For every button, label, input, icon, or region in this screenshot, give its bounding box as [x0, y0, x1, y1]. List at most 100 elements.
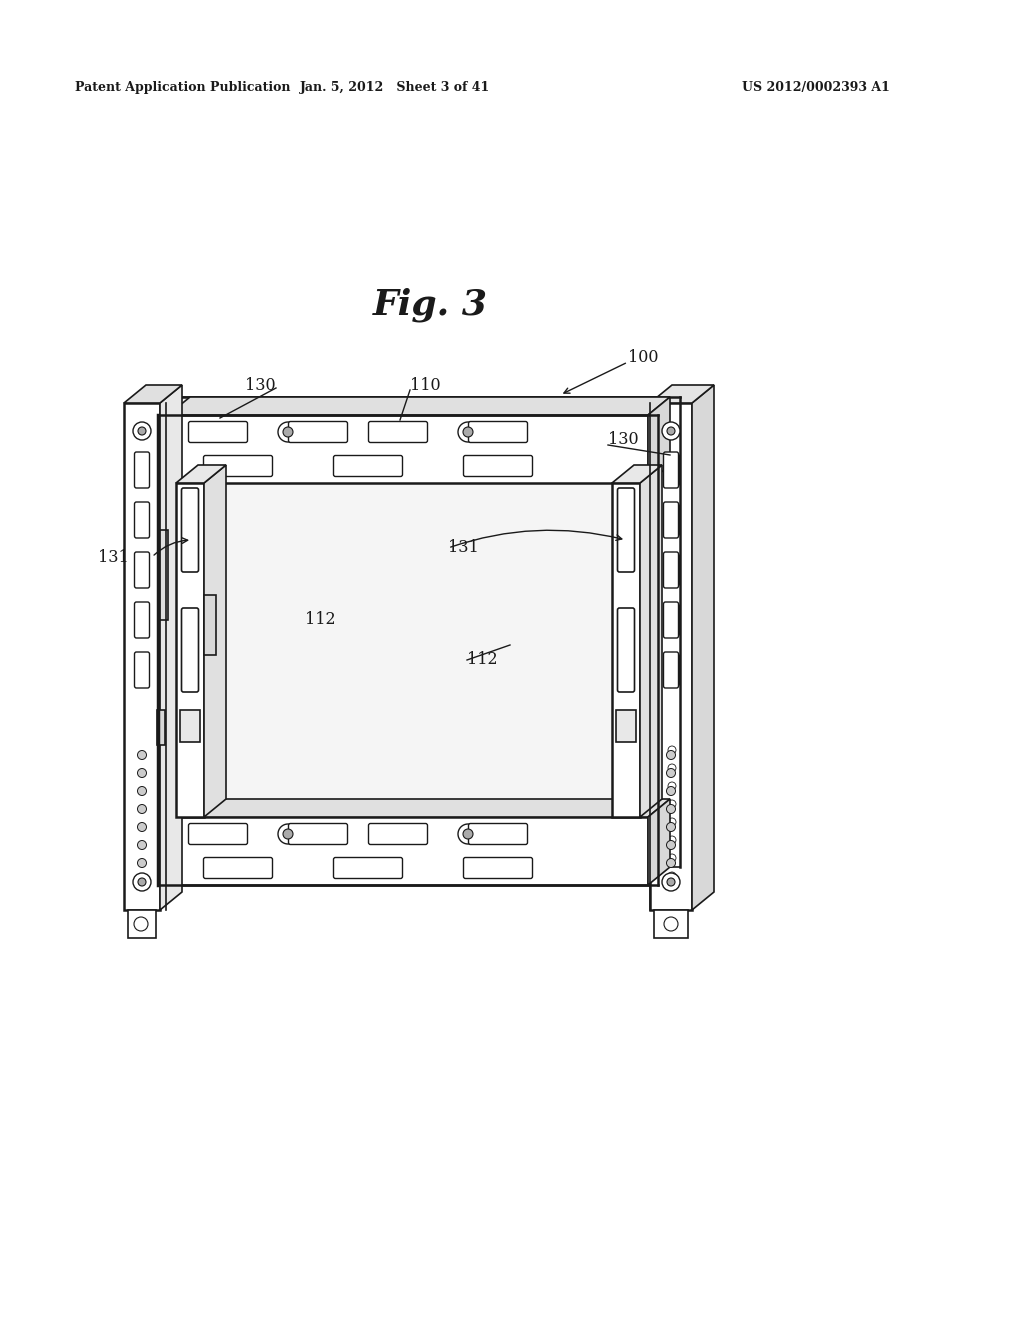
FancyBboxPatch shape [469, 824, 527, 845]
Polygon shape [650, 403, 692, 909]
FancyBboxPatch shape [334, 858, 402, 879]
FancyBboxPatch shape [469, 421, 527, 442]
Polygon shape [653, 710, 662, 744]
Circle shape [458, 422, 478, 442]
Polygon shape [204, 595, 216, 655]
Circle shape [138, 426, 146, 436]
FancyBboxPatch shape [134, 552, 150, 587]
Polygon shape [640, 465, 662, 817]
Circle shape [667, 768, 676, 777]
FancyBboxPatch shape [665, 554, 680, 586]
FancyBboxPatch shape [204, 455, 272, 477]
FancyBboxPatch shape [289, 421, 347, 442]
Polygon shape [648, 397, 670, 483]
Circle shape [283, 426, 293, 437]
Circle shape [133, 873, 151, 891]
Circle shape [137, 841, 146, 850]
Circle shape [138, 878, 146, 886]
Polygon shape [204, 465, 226, 817]
Circle shape [278, 422, 298, 442]
FancyBboxPatch shape [464, 858, 532, 879]
Text: Fig. 3: Fig. 3 [373, 288, 487, 322]
Circle shape [667, 878, 675, 886]
FancyBboxPatch shape [204, 858, 272, 879]
Circle shape [667, 804, 676, 813]
Text: 130: 130 [246, 376, 276, 393]
Circle shape [463, 426, 473, 437]
Circle shape [668, 800, 676, 808]
Polygon shape [692, 385, 714, 909]
Polygon shape [160, 531, 168, 620]
Polygon shape [180, 710, 200, 742]
Polygon shape [128, 909, 156, 939]
Circle shape [668, 873, 676, 880]
Circle shape [662, 422, 680, 440]
FancyBboxPatch shape [369, 824, 427, 845]
Circle shape [668, 818, 676, 826]
Polygon shape [648, 799, 670, 884]
Polygon shape [157, 710, 165, 744]
Text: US 2012/0002393 A1: US 2012/0002393 A1 [742, 82, 890, 95]
Circle shape [137, 787, 146, 796]
Circle shape [137, 822, 146, 832]
Text: 130: 130 [608, 432, 639, 449]
Circle shape [667, 426, 675, 436]
Text: Jan. 5, 2012   Sheet 3 of 41: Jan. 5, 2012 Sheet 3 of 41 [300, 82, 490, 95]
FancyBboxPatch shape [134, 652, 150, 688]
Circle shape [134, 917, 148, 931]
Circle shape [667, 787, 676, 796]
FancyBboxPatch shape [665, 454, 680, 486]
Circle shape [137, 858, 146, 867]
Polygon shape [612, 465, 662, 483]
Text: Patent Application Publication: Patent Application Publication [75, 82, 291, 95]
FancyBboxPatch shape [665, 653, 680, 686]
Polygon shape [616, 710, 636, 742]
Polygon shape [612, 483, 640, 817]
FancyBboxPatch shape [188, 824, 248, 845]
Text: 131: 131 [98, 549, 129, 565]
FancyBboxPatch shape [617, 609, 635, 692]
FancyBboxPatch shape [664, 652, 679, 688]
Circle shape [668, 854, 676, 862]
FancyBboxPatch shape [181, 609, 199, 692]
Polygon shape [168, 817, 648, 884]
Circle shape [667, 841, 676, 850]
FancyBboxPatch shape [134, 451, 150, 488]
Circle shape [668, 764, 676, 772]
Circle shape [133, 422, 151, 440]
Text: 131: 131 [449, 540, 479, 557]
Circle shape [667, 822, 676, 832]
Circle shape [668, 781, 676, 789]
Circle shape [278, 824, 298, 843]
FancyBboxPatch shape [334, 455, 402, 477]
Text: 112: 112 [305, 611, 336, 628]
FancyBboxPatch shape [369, 421, 427, 442]
Polygon shape [168, 414, 648, 483]
FancyBboxPatch shape [134, 502, 150, 539]
Circle shape [283, 829, 293, 840]
Text: 100: 100 [628, 348, 658, 366]
Circle shape [667, 858, 676, 867]
Polygon shape [168, 799, 670, 817]
FancyBboxPatch shape [664, 552, 679, 587]
Circle shape [137, 804, 146, 813]
FancyBboxPatch shape [664, 451, 679, 488]
Circle shape [668, 746, 676, 754]
FancyBboxPatch shape [664, 502, 679, 539]
Text: 112: 112 [467, 652, 498, 668]
FancyBboxPatch shape [188, 421, 248, 442]
Circle shape [668, 836, 676, 843]
FancyBboxPatch shape [134, 602, 150, 638]
Polygon shape [176, 483, 204, 817]
Circle shape [667, 751, 676, 759]
Polygon shape [180, 397, 680, 867]
FancyBboxPatch shape [617, 488, 635, 572]
Circle shape [662, 873, 680, 891]
FancyBboxPatch shape [664, 602, 679, 638]
Polygon shape [654, 909, 688, 939]
Polygon shape [176, 465, 226, 483]
Text: 110: 110 [410, 376, 440, 393]
Circle shape [664, 917, 678, 931]
Polygon shape [124, 403, 160, 909]
FancyBboxPatch shape [181, 488, 199, 572]
